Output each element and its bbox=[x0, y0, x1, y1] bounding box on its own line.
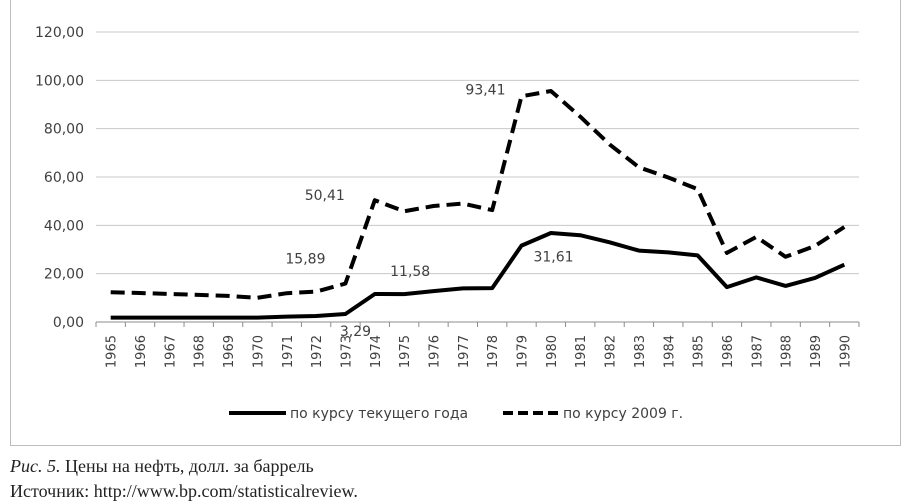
chart-frame: 0,00 20,00 40,00 60,00 80,00 100,00 120,00 196… bbox=[10, 0, 901, 446]
data-label: 50,41 bbox=[305, 188, 345, 204]
x-axis-ticks: 1965 1966 1967 1968 1969 1970 1971 1972 1973 1974… bbox=[95, 322, 860, 368]
x-tick-label: 1974 bbox=[369, 335, 384, 368]
x-tick-label: 1989 bbox=[809, 335, 824, 368]
x-tick-label: 1965 bbox=[105, 335, 120, 368]
series-line-current-prices bbox=[110, 231, 846, 320]
x-tick-label: 1967 bbox=[163, 335, 178, 368]
x-tick-label: 1980 bbox=[545, 335, 560, 368]
x-tick-label: 1987 bbox=[750, 335, 765, 368]
x-tick-label: 1973 bbox=[339, 335, 354, 368]
data-labels: 3,29 11,58 31,61 15,89 50,41 93,41 bbox=[285, 82, 573, 340]
x-tick-label: 1988 bbox=[780, 335, 795, 368]
series-lines bbox=[110, 89, 846, 320]
x-tick-label: 1990 bbox=[838, 335, 853, 368]
source-caption: Источник: http://www.bp.com/statisticalr… bbox=[10, 481, 358, 501]
x-tick-label: 1970 bbox=[251, 335, 266, 368]
x-tick-label: 1968 bbox=[193, 335, 208, 368]
figure-prefix: Рис. 5. bbox=[10, 456, 61, 476]
data-label: 93,41 bbox=[465, 82, 505, 98]
x-tick-label: 1977 bbox=[457, 335, 472, 368]
y-tick-label: 40,00 bbox=[44, 218, 84, 234]
x-tick-label: 1971 bbox=[281, 335, 296, 368]
x-tick-label: 1983 bbox=[633, 335, 648, 368]
y-tick-label: 0,00 bbox=[53, 315, 84, 331]
x-tick-label: 1969 bbox=[222, 335, 237, 368]
figure-caption: Рис. 5. Цены на нефть, долл. за баррель bbox=[10, 456, 314, 476]
series-line-2009-prices bbox=[110, 89, 846, 300]
legend-label: по курсу текущего года bbox=[290, 406, 468, 422]
y-tick-label: 80,00 bbox=[44, 122, 84, 138]
x-tick-label: 1979 bbox=[516, 335, 531, 368]
x-tick-label: 1976 bbox=[427, 335, 442, 368]
data-label: 3,29 bbox=[340, 324, 371, 340]
y-tick-label: 120,00 bbox=[35, 25, 84, 41]
x-tick-label: 1986 bbox=[721, 335, 736, 368]
oil-price-chart: 0,00 20,00 40,00 60,00 80,00 100,00 120,00 196… bbox=[35, 25, 860, 422]
x-tick-label: 1982 bbox=[604, 335, 619, 368]
figure-text: Цены на нефть, долл. за баррель bbox=[60, 456, 314, 476]
data-label: 31,61 bbox=[533, 250, 573, 266]
gridlines bbox=[96, 31, 859, 323]
x-tick-label: 1966 bbox=[134, 335, 149, 368]
x-tick-label: 1978 bbox=[486, 335, 501, 368]
data-label: 15,89 bbox=[285, 252, 325, 268]
x-tick-label: 1972 bbox=[310, 335, 325, 368]
legend: по курсу текущего года по курсу 2009 г. bbox=[229, 406, 683, 422]
data-label: 11,58 bbox=[390, 264, 430, 280]
y-axis-ticks: 0,00 20,00 40,00 60,00 80,00 100,00 120,00 bbox=[35, 25, 84, 331]
x-tick-label: 1975 bbox=[398, 335, 413, 368]
x-tick-label: 1984 bbox=[662, 335, 677, 368]
legend-label: по курсу 2009 г. bbox=[563, 406, 683, 422]
y-tick-label: 20,00 bbox=[44, 267, 84, 283]
x-tick-label: 1985 bbox=[692, 335, 707, 368]
x-tick-label: 1981 bbox=[574, 335, 589, 368]
y-tick-label: 100,00 bbox=[35, 73, 84, 89]
y-tick-label: 60,00 bbox=[44, 170, 84, 186]
